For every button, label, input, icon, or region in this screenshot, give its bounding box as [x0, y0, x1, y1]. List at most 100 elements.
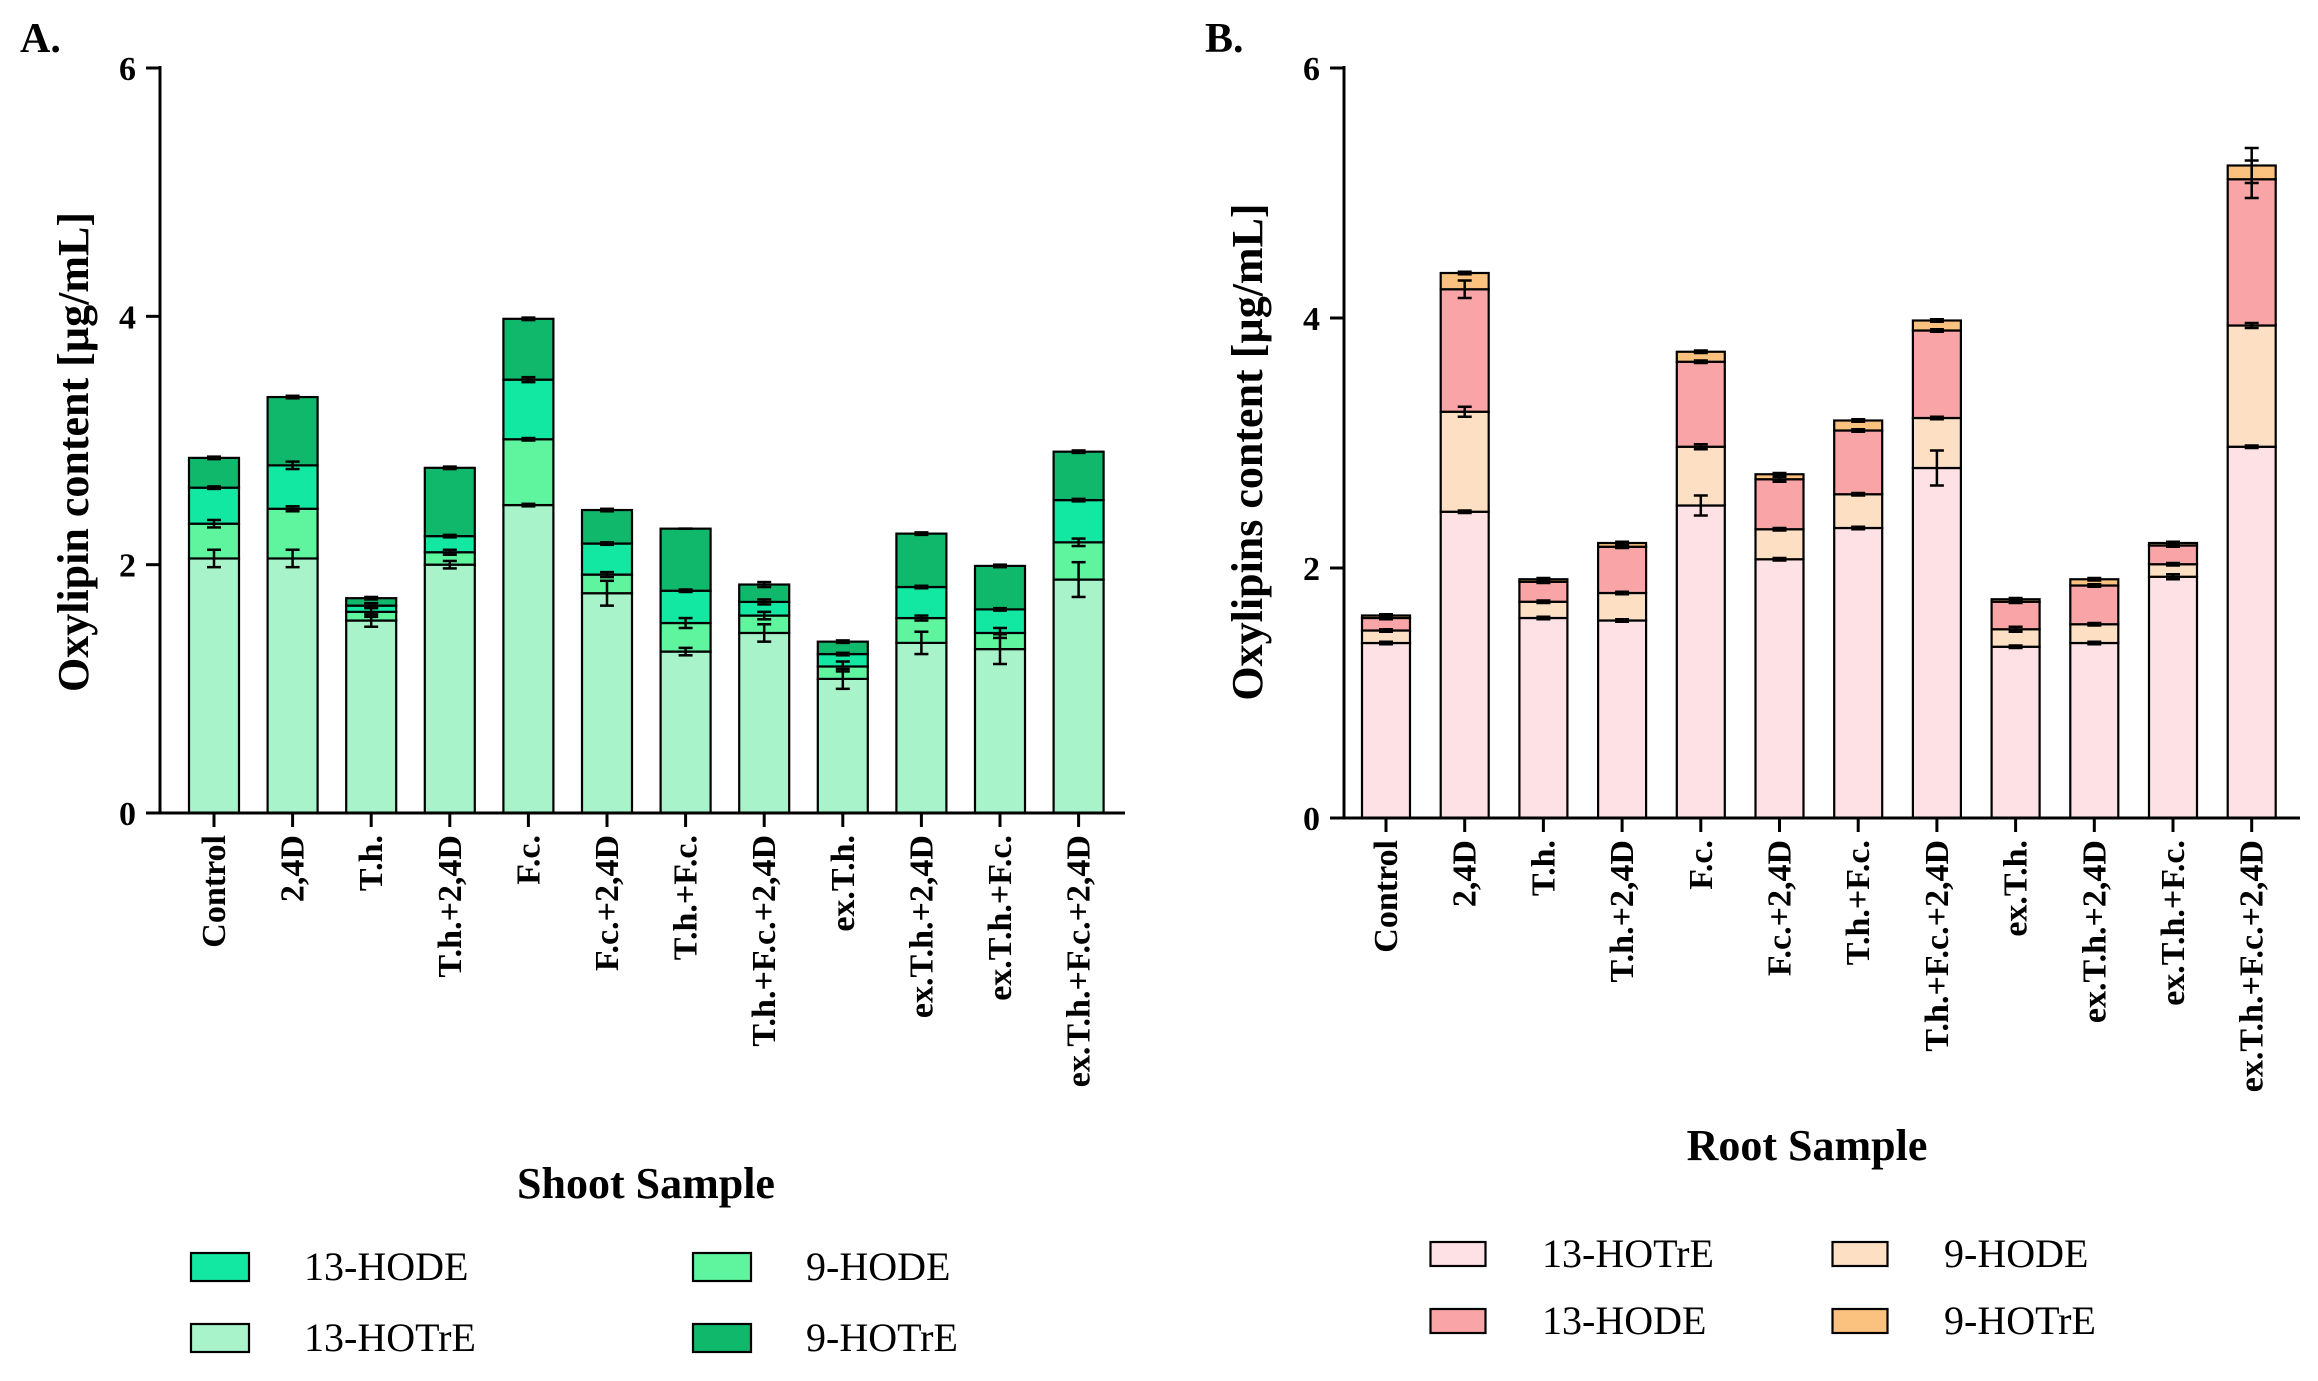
shoot-error-bar — [914, 531, 929, 537]
root-error-bar — [1851, 428, 1866, 433]
shoot-category-label: T.h.+F.c.+2,4D — [746, 835, 783, 1047]
shoot-legend-label: 13-HODE — [304, 1244, 468, 1289]
shoot-bar-segment — [1052, 499, 1105, 544]
shoot-bar-segment — [502, 317, 555, 381]
root-error-bar — [2008, 644, 2023, 650]
shoot-category-label: ex.T.h.+F.c. — [982, 835, 1019, 1001]
root-error-bar — [1457, 270, 1472, 276]
shoot-error-bar — [285, 548, 300, 569]
shoot-error-bar — [757, 598, 772, 606]
shoot-y-tick-label: 4 — [119, 299, 136, 336]
root-category-label: T.h.+F.c.+2,4D — [1919, 840, 1956, 1052]
shoot-bar-segment — [187, 486, 241, 525]
root-category-label: 2,4D — [1447, 840, 1484, 907]
shoot-error-bar — [914, 614, 929, 622]
shoot-error-bar — [678, 588, 693, 594]
shoot-error-bar — [364, 601, 379, 610]
root-panel: B. Oxylipins content [µg/mL] Root Sample… — [1205, 16, 2300, 1343]
root-error-bar — [1772, 556, 1787, 562]
root-bar-segment — [1596, 619, 1648, 820]
root-x-tick-labels: Control 2,4D T.h. T.h.+2,4D F.c. F.c.+2,4D T.h… — [1368, 840, 2271, 1092]
shoot-bar-segment — [1052, 450, 1105, 502]
shoot-bar-segment — [266, 464, 319, 510]
shoot-bar-segment — [973, 564, 1027, 611]
root-error-bar — [1457, 509, 1472, 515]
shoot-error-bar — [914, 584, 929, 590]
shoot-bar-segment — [1052, 578, 1105, 815]
shoot-bar-segment — [266, 557, 319, 815]
shoot-bar-segment — [659, 650, 712, 815]
root-bar-segment — [1675, 504, 1726, 820]
root-legend-swatch — [1429, 1307, 1487, 1335]
shoot-error-bar — [521, 436, 536, 442]
shoot-error-bar — [207, 548, 221, 569]
root-error-bar — [2087, 576, 2102, 582]
shoot-category-label: F.c. — [510, 835, 547, 885]
shoot-bar-segment — [187, 456, 241, 489]
root-error-bar — [1379, 613, 1393, 618]
shoot-category-label: Control — [196, 835, 233, 948]
shoot-bar-segment — [423, 563, 476, 815]
shoot-category-label: ex.T.h. — [825, 835, 862, 932]
root-bar-segment — [1518, 616, 1569, 820]
root-y-tick-label: 4 — [1303, 301, 1320, 338]
shoot-error-bar — [993, 606, 1007, 612]
shoot-category-label: T.h. — [353, 835, 390, 891]
root-error-bar — [2087, 583, 2102, 588]
root-error-bar — [1615, 590, 1630, 596]
shoot-error-bar — [285, 460, 300, 471]
root-x-axis-title: Root Sample — [1687, 1121, 1928, 1170]
shoot-bar-segment — [502, 378, 555, 441]
shoot-error-bar — [207, 485, 221, 491]
root-error-bar — [1929, 318, 1944, 323]
shoot-error-bar — [1071, 497, 1086, 503]
shoot-error-bar — [521, 375, 536, 384]
root-category-label: ex.T.h.+2,4D — [2076, 840, 2113, 1023]
root-bar-segment — [2069, 641, 2120, 820]
root-error-bar — [1851, 418, 1866, 423]
root-category-label: F.c. — [1683, 840, 1720, 890]
root-category-label: T.h.+2,4D — [1604, 840, 1641, 983]
shoot-legend-swatch — [691, 1322, 753, 1354]
shoot-bar-segment — [973, 647, 1027, 815]
shoot-panel: A. Oxylipin content [µg/mL] Shoot Sample… — [20, 16, 1125, 1360]
shoot-error-bar — [285, 394, 300, 400]
shoot-error-bar — [442, 548, 457, 556]
root-bar-segment — [1990, 645, 2041, 820]
root-bar-segment — [1911, 466, 1963, 820]
root-bar-segment — [1911, 329, 1963, 420]
shoot-bars — [187, 316, 1105, 827]
root-error-bar — [1772, 471, 1787, 477]
root-error-bar — [1536, 599, 1551, 605]
shoot-bar-segment — [816, 677, 869, 815]
root-legend-swatch — [1831, 1240, 1889, 1268]
shoot-bar-segment — [580, 508, 634, 545]
root-error-bar — [1457, 279, 1472, 300]
root-error-bar — [1379, 628, 1393, 633]
root-error-bar — [1693, 494, 1708, 517]
root-legend-swatch — [1429, 1240, 1487, 1268]
shoot-error-bar — [993, 626, 1007, 640]
root-legend-label: 9-HODE — [1944, 1231, 2088, 1276]
root-error-bar — [1693, 443, 1708, 451]
shoot-error-bar — [442, 559, 457, 570]
shoot-error-bar — [1071, 537, 1086, 548]
root-error-bar — [2008, 625, 2023, 633]
root-bar-segment — [1754, 478, 1805, 531]
root-category-label: ex.T.h.+F.c. — [2155, 840, 2192, 1006]
root-bar-segment — [2069, 584, 2120, 626]
shoot-legend: 13-HODE 9-HODE 13-HOTrE 9-HOTrE — [189, 1244, 958, 1360]
shoot-category-label: 2,4D — [275, 835, 312, 902]
root-error-bar — [1693, 349, 1708, 355]
root-bar-segment — [1596, 545, 1648, 595]
root-error-bar — [1929, 449, 1944, 487]
shoot-legend-label: 13-HOTrE — [304, 1315, 476, 1360]
root-bar-segment — [1596, 591, 1648, 622]
root-error-bar — [1615, 618, 1630, 623]
root-error-bar — [2166, 561, 2180, 567]
shoot-error-bar — [1071, 560, 1086, 599]
root-error-bar — [1851, 525, 1866, 531]
root-error-bar — [2087, 621, 2102, 627]
shoot-bar-segment — [895, 641, 948, 815]
shoot-category-label: ex.T.h.+2,4D — [903, 835, 940, 1018]
